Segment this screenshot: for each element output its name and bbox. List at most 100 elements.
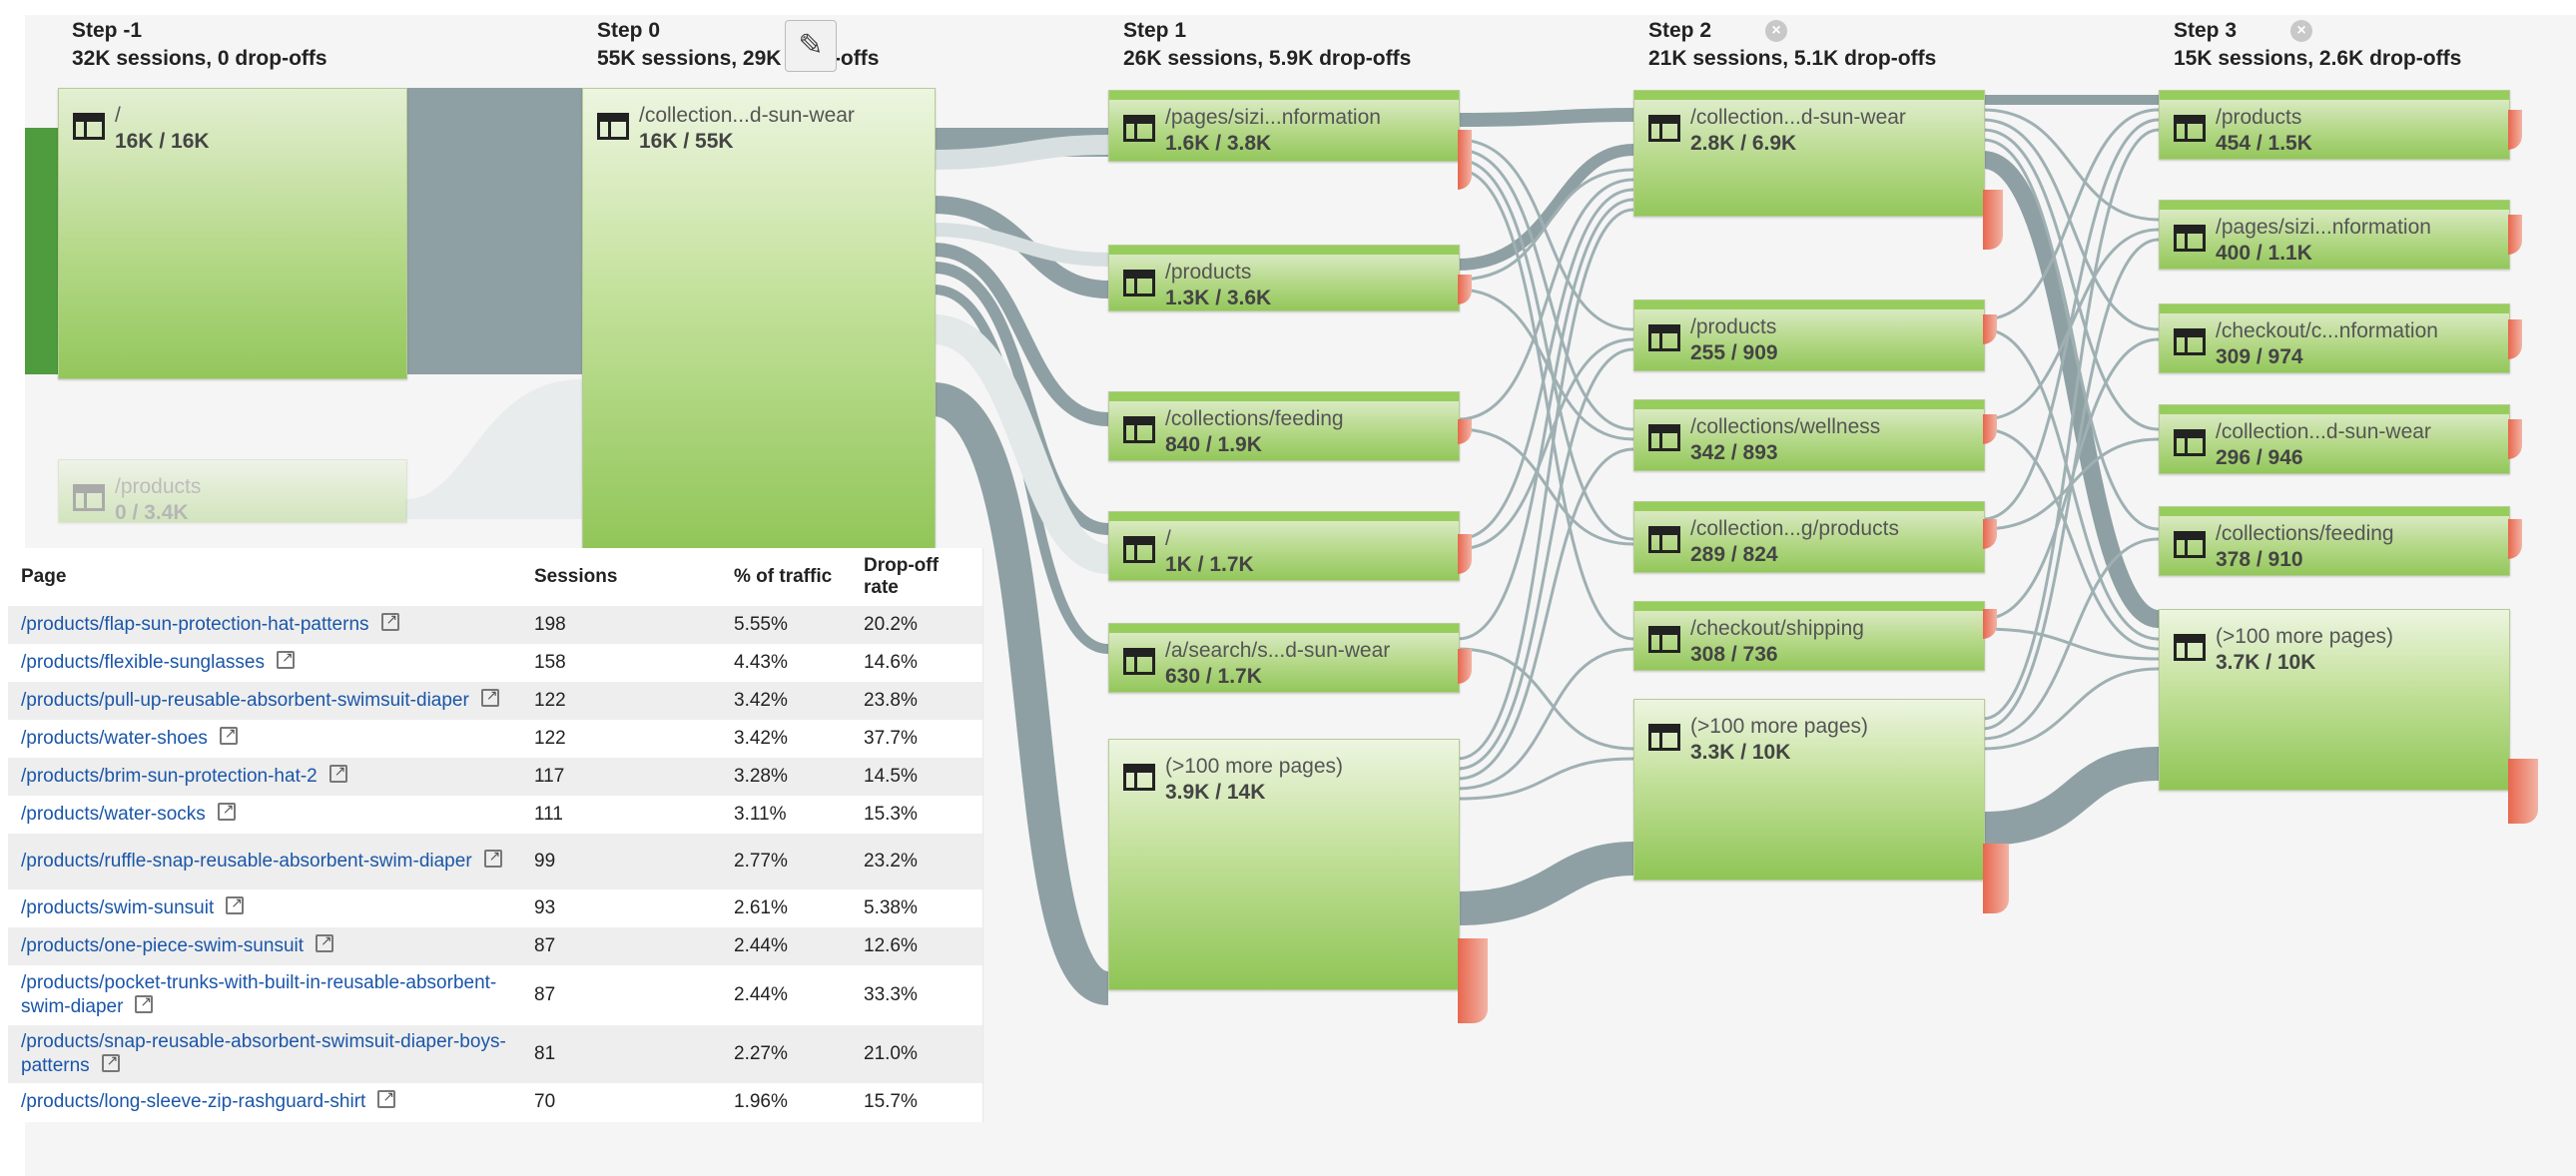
dropoff-bar[interactable] — [1458, 419, 1472, 444]
page-link[interactable]: /products/pocket-trunks-with-built-in-re… — [21, 971, 520, 1019]
dropoff-bar[interactable] — [1983, 314, 1997, 344]
dropoff-bar[interactable] — [1458, 649, 1472, 684]
flow-node[interactable]: / 16K / 16K — [58, 88, 407, 379]
page-link[interactable]: /products/brim-sun-protection-hat-2 — [21, 759, 347, 789]
external-link-icon[interactable] — [316, 928, 334, 952]
flow-node[interactable]: /collection...d-sun-wear 2.8K / 6.9K — [1633, 90, 1985, 217]
page-link[interactable]: /products/flexible-sunglasses — [21, 645, 295, 675]
dropoff-bar[interactable] — [2508, 110, 2522, 150]
column-header-traffic[interactable]: % of traffic — [734, 566, 833, 587]
external-link-icon[interactable] — [480, 683, 499, 707]
column-header-page[interactable]: Page — [21, 566, 67, 587]
external-link-icon[interactable] — [328, 759, 347, 783]
table-row[interactable]: /products/pull-up-reusable-absorbent-swi… — [8, 682, 982, 720]
column-header-sessions[interactable]: Sessions — [534, 566, 618, 587]
flow-node[interactable]: /collection...g/products 289 / 824 — [1633, 501, 1985, 573]
page-link[interactable]: /products/water-shoes — [21, 721, 238, 751]
table-row[interactable]: /products/pocket-trunks-with-built-in-re… — [8, 965, 982, 1025]
external-link-icon[interactable] — [483, 844, 502, 868]
node-count: 454 / 1.5K — [2216, 132, 2312, 155]
flow-node[interactable]: (>100 more pages) 3.9K / 14K — [1108, 739, 1460, 990]
flow-node[interactable]: /products 1.3K / 3.6K — [1108, 245, 1460, 311]
dropoff-bar[interactable] — [1458, 534, 1472, 574]
node-label: /collection...d-sun-wear — [2216, 420, 2431, 443]
dropoff-bar[interactable] — [2508, 215, 2522, 255]
page-icon — [2174, 531, 2206, 558]
page-link[interactable]: /products/swim-sunsuit — [21, 890, 245, 920]
flow-band — [933, 135, 1109, 170]
flow-node[interactable]: (>100 more pages) 3.3K / 10K — [1633, 699, 1985, 881]
flow-node[interactable]: /checkout/c...nformation 309 / 974 — [2159, 303, 2510, 373]
node-topbar — [2160, 405, 2509, 414]
step-summary: 26K sessions, 5.9K drop-offs — [1123, 47, 1412, 70]
page-link[interactable]: /products/flap-sun-protection-hat-patter… — [21, 607, 399, 637]
remove-step-button[interactable]: × — [1765, 20, 1787, 42]
external-link-icon[interactable] — [276, 645, 295, 669]
dropoff-bar[interactable] — [1983, 609, 1997, 639]
flow-node[interactable]: /collections/feeding 378 / 910 — [2159, 506, 2510, 576]
dropoff-bar[interactable] — [1983, 190, 2003, 250]
dropoff-bar[interactable] — [1983, 519, 1997, 549]
remove-step-button[interactable]: × — [2290, 20, 2312, 42]
flow-node[interactable]: /products 454 / 1.5K — [2159, 90, 2510, 160]
page-link[interactable]: /products/pull-up-reusable-absorbent-swi… — [21, 683, 499, 713]
external-link-icon[interactable] — [217, 797, 236, 821]
flow-band — [1981, 151, 2161, 628]
dropoff-bar[interactable] — [1458, 938, 1488, 1023]
dropoff-cell: 23.8% — [864, 690, 918, 711]
dropoff-bar[interactable] — [1983, 844, 2009, 913]
flow-node[interactable]: /products 255 / 909 — [1633, 299, 1985, 371]
page-link-text: /products/water-shoes — [21, 728, 208, 749]
flow-node[interactable]: /pages/sizi...nformation 1.6K / 3.8K — [1108, 90, 1460, 162]
table-row[interactable]: /products/ruffle-snap-reusable-absorbent… — [8, 834, 982, 889]
flow-band — [933, 243, 1109, 426]
dropoff-bar[interactable] — [2508, 419, 2522, 459]
page-link-text: /products/brim-sun-protection-hat-2 — [21, 766, 318, 787]
page-link[interactable]: /products/water-socks — [21, 797, 236, 827]
table-row[interactable]: /products/water-shoes 122 3.42% 37.7% — [8, 720, 982, 758]
flow-node[interactable]: /collections/feeding 840 / 1.9K — [1108, 391, 1460, 461]
dropoff-bar[interactable] — [1458, 130, 1472, 190]
table-row[interactable]: /products/brim-sun-protection-hat-2 117 3.… — [8, 758, 982, 796]
table-row[interactable]: /products/swim-sunsuit 93 2.61% 5.38% — [8, 889, 982, 927]
flow-node[interactable]: /collection...d-sun-wear 296 / 946 — [2159, 404, 2510, 474]
flow-node[interactable]: /checkout/shipping 308 / 736 — [1633, 601, 1985, 671]
flow-node[interactable]: (>100 more pages) 3.7K / 10K — [2159, 609, 2510, 791]
flow-node[interactable]: /collection...d-sun-wear 16K / 55K — [582, 88, 936, 559]
dropoff-bar[interactable] — [2508, 319, 2522, 359]
sessions-cell: 111 — [534, 804, 563, 825]
page-icon — [2174, 429, 2206, 456]
page-link[interactable]: /products/ruffle-snap-reusable-absorbent… — [21, 844, 502, 874]
table-row[interactable]: /products/flap-sun-protection-hat-patter… — [8, 606, 982, 644]
flow-node[interactable]: /pages/sizi...nformation 400 / 1.1K — [2159, 200, 2510, 270]
page-icon — [1123, 764, 1155, 791]
external-link-icon[interactable] — [101, 1048, 120, 1072]
page-cell: /products/brim-sun-protection-hat-2 — [21, 758, 520, 796]
flow-node[interactable]: /a/search/s...d-sun-wear 630 / 1.7K — [1108, 623, 1460, 693]
external-link-icon[interactable] — [226, 890, 245, 914]
external-link-icon[interactable] — [219, 721, 238, 745]
page-link[interactable]: /products/snap-reusable-absorbent-swimsu… — [21, 1030, 520, 1078]
dropoff-bar[interactable] — [2508, 759, 2538, 824]
flow-node[interactable]: /collections/wellness 342 / 893 — [1633, 399, 1985, 471]
step-title: Step 1 — [1123, 19, 1187, 42]
column-header-dropoff[interactable]: Drop-off rate — [864, 548, 973, 606]
dropoff-bar[interactable] — [1458, 275, 1472, 304]
table-row[interactable]: /products/flexible-sunglasses 158 4.43% 14.… — [8, 644, 982, 682]
external-link-icon[interactable] — [380, 607, 399, 631]
flow-node[interactable]: /products 0 / 3.4K — [58, 459, 407, 524]
table-row[interactable]: /products/water-socks 111 3.11% 15.3% — [8, 796, 982, 834]
page-link[interactable]: /products/long-sleeve-zip-rashguard-shir… — [21, 1084, 396, 1114]
table-row[interactable]: /products/long-sleeve-zip-rashguard-shir… — [8, 1083, 982, 1121]
table-row[interactable]: /products/one-piece-swim-sunsuit 87 2.44% 1… — [8, 927, 982, 965]
page-link[interactable]: /products/one-piece-swim-sunsuit — [21, 928, 334, 958]
dropoff-bar[interactable] — [1983, 414, 1997, 444]
edit-step-button[interactable]: ✎ — [785, 20, 837, 72]
external-link-icon[interactable] — [135, 989, 154, 1013]
table-row[interactable]: /products/snap-reusable-absorbent-swimsu… — [8, 1025, 982, 1083]
flow-node[interactable]: / 1K / 1.7K — [1108, 511, 1460, 581]
external-link-icon[interactable] — [377, 1084, 396, 1108]
dropoff-bar[interactable] — [2508, 519, 2522, 559]
page-link-text: /products/long-sleeve-zip-rashguard-shir… — [21, 1091, 366, 1112]
node-count: 378 / 910 — [2216, 548, 2303, 571]
